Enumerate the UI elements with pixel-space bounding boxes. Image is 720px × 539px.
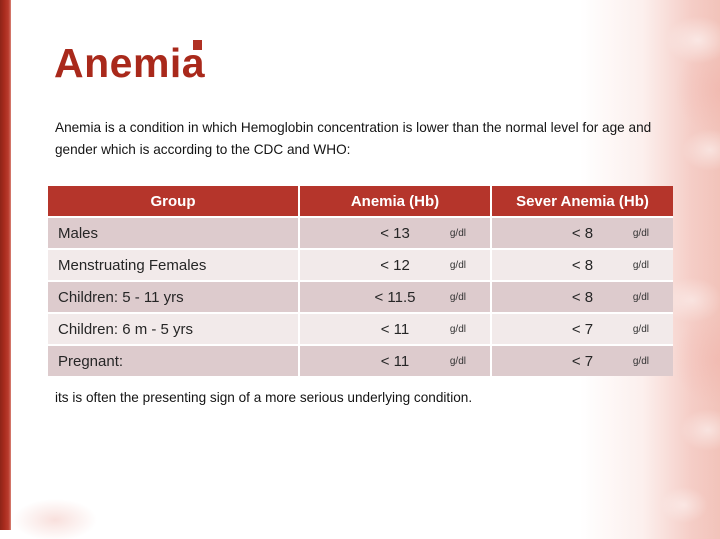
intro-paragraph: Anemia is a condition in which Hemoglobi… [55, 120, 652, 157]
unit-label: g/dl [449, 259, 466, 271]
threshold-value: < 8 [571, 288, 594, 306]
table-cell-severe-value: < 8 g/dl [492, 282, 673, 312]
table-cell-anemia-value: < 11.5 g/dl [300, 282, 490, 312]
column-header-anemia: Anemia (Hb) [300, 186, 490, 216]
column-header-severe-anemia: Sever Anemia (Hb) [492, 186, 673, 216]
anemia-thresholds-table: Group Anemia (Hb) Sever Anemia (Hb) Male… [48, 186, 673, 376]
unit-label: g/dl [449, 355, 466, 367]
table-cell-severe-value: < 8 g/dl [492, 218, 673, 248]
threshold-value: < 11.5 [374, 288, 416, 306]
unit-label: g/dl [632, 259, 649, 271]
table-cell-severe-value: < 8 g/dl [492, 250, 673, 280]
threshold-value: < 11 [380, 352, 410, 370]
threshold-value: < 8 [571, 224, 594, 242]
table-cell-severe-value: < 7 g/dl [492, 346, 673, 376]
slide-title: Anemia [54, 40, 206, 86]
threshold-value: < 7 [571, 352, 594, 370]
table-cell-anemia-value: < 13 g/dl [300, 218, 490, 248]
unit-label: g/dl [449, 323, 466, 335]
table-cell-anemia-value: < 12 g/dl [300, 250, 490, 280]
unit-label: g/dl [632, 227, 649, 239]
threshold-value: < 11 [380, 320, 410, 338]
table-row-group-label: Children: 5 - 11 yrs [48, 282, 298, 312]
threshold-value: < 13 [380, 224, 410, 242]
threshold-value: < 8 [571, 256, 594, 274]
table-row-group-label: Menstruating Females [48, 250, 298, 280]
threshold-value: < 12 [380, 256, 410, 274]
unit-label: g/dl [449, 227, 466, 239]
footer-note: its is often the presenting sign of a mo… [55, 390, 473, 405]
column-header-group: Group [48, 186, 298, 216]
table-cell-severe-value: < 7 g/dl [492, 314, 673, 344]
table-row-group-label: Males [48, 218, 298, 248]
table-cell-anemia-value: < 11 g/dl [300, 314, 490, 344]
title-dot-decoration [193, 40, 202, 50]
unit-label: g/dl [632, 323, 649, 335]
unit-label: g/dl [632, 355, 649, 367]
table-row-group-label: Children: 6 m - 5 yrs [48, 314, 298, 344]
threshold-value: < 7 [571, 320, 594, 338]
unit-label: g/dl [632, 291, 649, 303]
left-accent-bar [0, 0, 11, 530]
unit-label: g/dl [449, 291, 466, 303]
table-row-group-label: Pregnant: [48, 346, 298, 376]
table-cell-anemia-value: < 11 g/dl [300, 346, 490, 376]
